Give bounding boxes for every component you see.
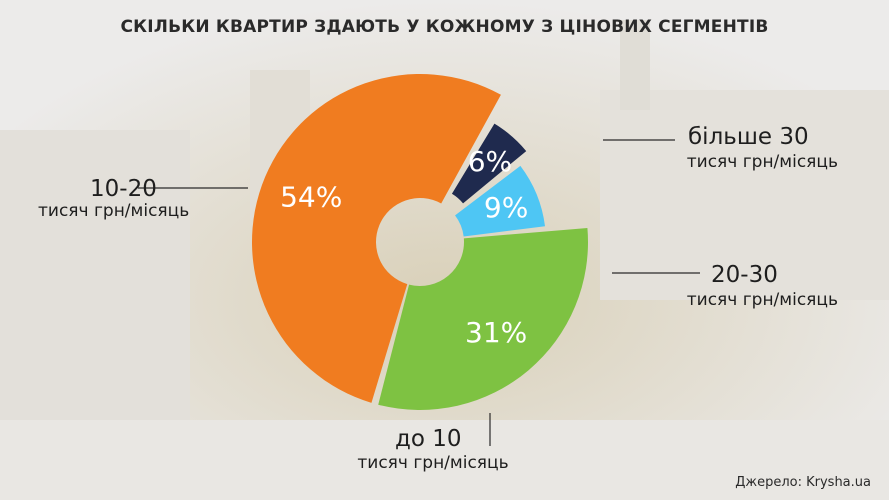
label-to-10-line1: до 10 — [395, 426, 462, 452]
slice-value-label: 54% — [280, 180, 342, 213]
donut-slice — [455, 165, 546, 237]
label-10-20-line1: 10-20 — [90, 176, 157, 202]
donut-slice — [251, 73, 501, 403]
label-10-20: 10-20 тисяч грн/місяць — [38, 176, 210, 222]
label-20-30: 20-30 тисяч грн/місяць — [655, 262, 838, 311]
slice-value-label: 9% — [484, 191, 528, 224]
label-over-30: більше 30 тисяч грн/місяць — [668, 124, 838, 173]
source-note: Джерело: Krysha.ua — [735, 475, 871, 490]
chart-title: СКІЛЬКИ КВАРТИР ЗДАЮТЬ У КОЖНОМУ З ЦІНОВ… — [120, 17, 769, 37]
label-10-20-line2: тисяч грн/місяць — [38, 201, 190, 222]
slice-value-label: 31% — [465, 316, 527, 349]
donut-slice — [451, 123, 527, 204]
slice-value-label: 6% — [468, 145, 512, 178]
label-to-10-line2: тисяч грн/місяць — [357, 453, 509, 474]
label-20-30-line1: 20-30 — [711, 262, 778, 288]
label-20-30-line2: тисяч грн/місяць — [686, 290, 838, 311]
label-over-30-line1: більше 30 — [688, 124, 809, 150]
label-over-30-line2: тисяч грн/місяць — [686, 152, 838, 173]
label-to-10: до 10 тисяч грн/місяць — [343, 426, 523, 474]
donut-slice — [378, 227, 588, 410]
